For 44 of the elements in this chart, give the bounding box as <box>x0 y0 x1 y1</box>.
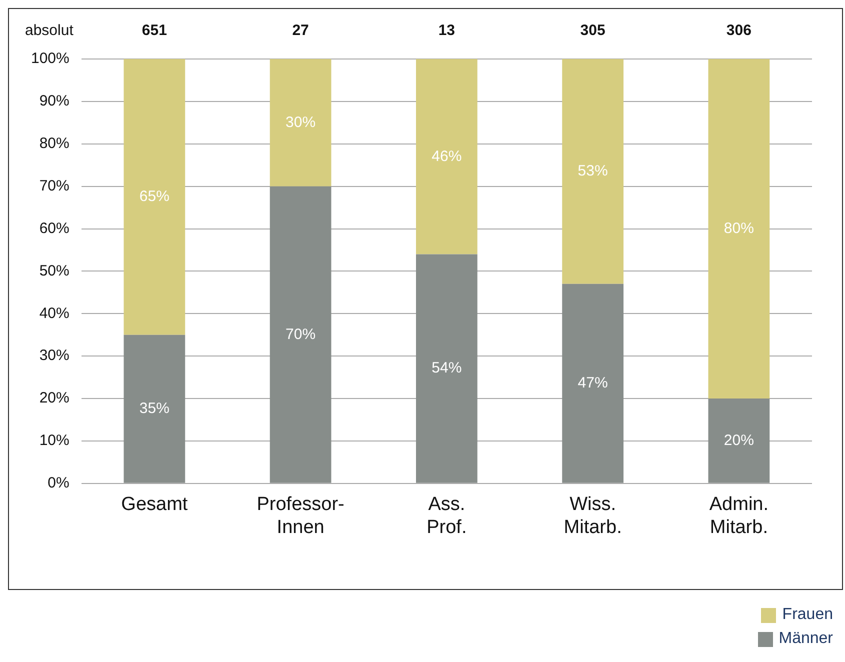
data-label: 53% <box>578 162 608 180</box>
text: 306 <box>726 22 752 40</box>
bar <box>270 186 332 483</box>
bar <box>562 284 624 483</box>
y-tick-label: 80% <box>39 135 70 152</box>
data-label: 70% <box>286 326 316 343</box>
x-tick-label: Gesamt <box>121 494 188 516</box>
bar <box>124 59 186 335</box>
data-label: 30% <box>286 114 316 131</box>
y-tick-label: 10% <box>39 432 70 450</box>
y-tick-label: 50% <box>39 262 70 280</box>
text: absolut <box>24 22 74 40</box>
data-label: 20% <box>724 432 754 449</box>
text: 13 <box>438 22 456 40</box>
y-tick-label: 100% <box>30 50 70 68</box>
x-tick-label: Professor-Innen <box>256 494 344 538</box>
y-tick-label: 70% <box>39 177 70 194</box>
y-tick-label: 20% <box>39 390 70 407</box>
y-tick-label: 60% <box>39 220 70 237</box>
bar <box>416 254 478 483</box>
text: 27 <box>292 22 309 40</box>
data-label: 47% <box>578 374 608 392</box>
text: 305 <box>580 22 606 40</box>
x-tick-label: Wiss. Mitarb. <box>564 494 622 538</box>
data-label: 35% <box>139 400 170 418</box>
bar <box>562 59 624 284</box>
bar <box>708 398 770 483</box>
legend-label: Männer <box>778 630 833 648</box>
y-tick-label: 30% <box>39 347 70 364</box>
text: 651 <box>142 22 167 40</box>
data-label: 80% <box>724 220 754 237</box>
x-tick-label: Ass. Prof. <box>426 494 467 538</box>
y-tick-label: 40% <box>39 304 70 322</box>
bar <box>270 59 332 186</box>
x-tick-label: Admin. Mitarb. <box>709 494 769 538</box>
data-label: 65% <box>139 188 170 206</box>
bar <box>124 334 186 483</box>
bar <box>708 59 770 399</box>
data-label: 46% <box>432 148 462 165</box>
bar <box>416 59 478 254</box>
y-tick-label: 0% <box>48 474 70 492</box>
y-tick-label: 90% <box>39 92 70 110</box>
legend-label: Frauen <box>782 606 833 624</box>
data-label: 54% <box>432 360 462 377</box>
